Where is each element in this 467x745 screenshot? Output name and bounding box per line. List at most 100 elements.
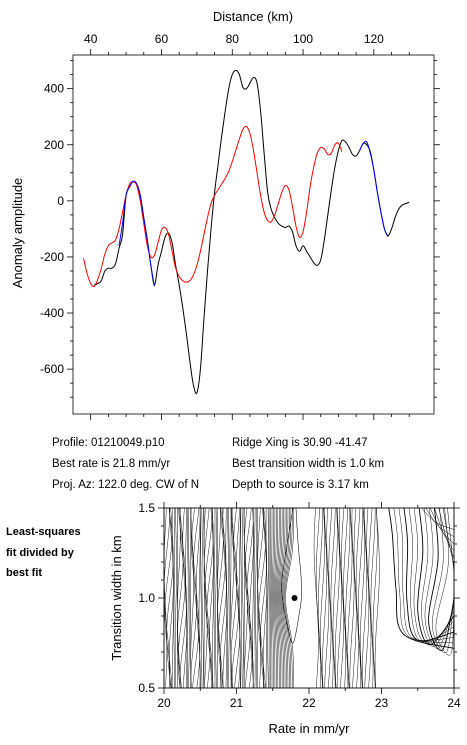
- y-tick-label: 1.0: [138, 591, 155, 605]
- contour-line: [274, 507, 279, 689]
- y-axis-label: Anomaly amplitude: [10, 178, 25, 289]
- contour-line: [278, 507, 284, 689]
- contour-line: [324, 507, 330, 689]
- contour-line: [195, 507, 201, 689]
- contour-lines: [163, 507, 455, 689]
- contour-line: [374, 507, 380, 689]
- contour-line: [243, 507, 251, 689]
- contour-line: [233, 507, 241, 689]
- contour-line: [231, 507, 240, 689]
- x-tick-label: 20: [157, 696, 171, 710]
- contour-line: [212, 507, 214, 689]
- contour-line: [421, 507, 455, 530]
- misfit-contour-plot: 20 21 22 23 24 0.5 1.0 1.5 Rate in mm/yr Trans…: [109, 501, 461, 736]
- y-tick-label: 0.5: [138, 681, 155, 695]
- best-fit-point: [291, 595, 298, 601]
- contour-line: [201, 507, 204, 689]
- black-series-line: [94, 69, 410, 395]
- contour-line: [257, 507, 262, 689]
- contour-line: [260, 507, 267, 689]
- contour-line: [351, 507, 357, 689]
- contour-line: [206, 507, 214, 689]
- top-series: [83, 69, 410, 395]
- contour-line: [275, 507, 280, 689]
- contour-line: [393, 507, 455, 644]
- top-plot-frame: [72, 54, 435, 415]
- contour-line: [281, 507, 289, 689]
- contour-line: [173, 507, 176, 689]
- contour-line: [285, 507, 294, 689]
- contour-line: [347, 507, 353, 689]
- contour-line: [185, 507, 188, 689]
- contour-line: [203, 507, 211, 689]
- x-tick-label: 60: [155, 32, 169, 46]
- contour-line: [355, 507, 361, 689]
- contour-line: [282, 507, 290, 689]
- side-note-line: fit divided by: [6, 546, 74, 559]
- contour-line: [447, 507, 455, 573]
- contour-line: [267, 507, 269, 689]
- contour-line: [349, 507, 355, 689]
- anomaly-profile-plot: 40 60 80 100 120 400 200 0 -200 -400 -600 Distanc…: [10, 9, 440, 420]
- ridge-xing-text: Ridge Xing is 30.90 -41.47: [232, 437, 368, 449]
- contour-line: [253, 507, 256, 689]
- x-tick-label: 120: [364, 32, 384, 46]
- x-tick-label: 21: [230, 696, 244, 710]
- top-y-axis: 400 200 0 -200 -400 -600: [40, 60, 440, 398]
- contour-line: [265, 507, 268, 689]
- contour-line: [174, 507, 177, 689]
- rate-axis-label: Rate in mm/yr: [269, 721, 351, 736]
- y-tick-label: -200: [40, 250, 64, 264]
- best-transition-text: Best transition width is 1.0 km: [232, 458, 385, 470]
- contour-line: [273, 507, 277, 689]
- contour-line: [368, 507, 374, 689]
- contour-line: [227, 507, 229, 689]
- contour-line: [424, 507, 455, 649]
- x-tick-label: 24: [447, 696, 461, 710]
- x-axis-label: Distance (km): [213, 9, 293, 24]
- top-x-axis: 40 60 80 100 120: [84, 32, 410, 420]
- contour-line: [241, 507, 244, 689]
- side-note: Least-squares fit divided by best fit: [6, 522, 81, 584]
- contour-line: [188, 507, 191, 689]
- blue-series-line: [359, 140, 389, 237]
- side-note-line: Least-squares: [6, 526, 81, 538]
- contour-y-axis: 0.5 1.0 1.5: [138, 501, 460, 695]
- contour-line: [177, 507, 181, 689]
- contour-line: [360, 507, 365, 689]
- depth-to-source-text: Depth to source is 3.17 km: [232, 479, 369, 491]
- y-tick-label: 400: [44, 82, 64, 96]
- contour-line: [255, 507, 257, 689]
- contour-line: [435, 507, 455, 656]
- y-tick-label: 1.5: [138, 501, 155, 515]
- contour-line: [336, 507, 342, 689]
- y-tick-label: -600: [40, 362, 64, 376]
- contour-line: [200, 507, 202, 689]
- contour-x-axis: 20 21 22 23 24: [157, 502, 461, 710]
- contour-line: [408, 507, 455, 643]
- y-tick-label: 0: [57, 194, 64, 208]
- contour-line: [345, 507, 351, 689]
- x-tick-label: 22: [302, 696, 316, 710]
- contour-line: [270, 508, 273, 688]
- contour-line: [215, 507, 217, 689]
- contour-line: [341, 507, 346, 689]
- contour-line: [425, 507, 455, 538]
- contour-line: [429, 507, 455, 545]
- contour-line: [320, 507, 325, 689]
- side-note-line: best fit: [6, 567, 43, 579]
- contour-line: [190, 507, 194, 689]
- contour-line: [421, 507, 455, 647]
- transition-width-axis-label: Transition width in km: [109, 535, 124, 660]
- contour-line: [228, 507, 231, 689]
- contour-line: [280, 507, 287, 689]
- contour-line: [403, 507, 455, 642]
- contour-line: [190, 507, 197, 689]
- profile-text: Profile: 01210049.p10: [52, 437, 165, 449]
- contour-line: [203, 507, 208, 689]
- contour-line: [240, 507, 243, 689]
- contour-line: [428, 507, 455, 652]
- contour-line: [225, 507, 228, 689]
- y-tick-label: -400: [40, 306, 64, 320]
